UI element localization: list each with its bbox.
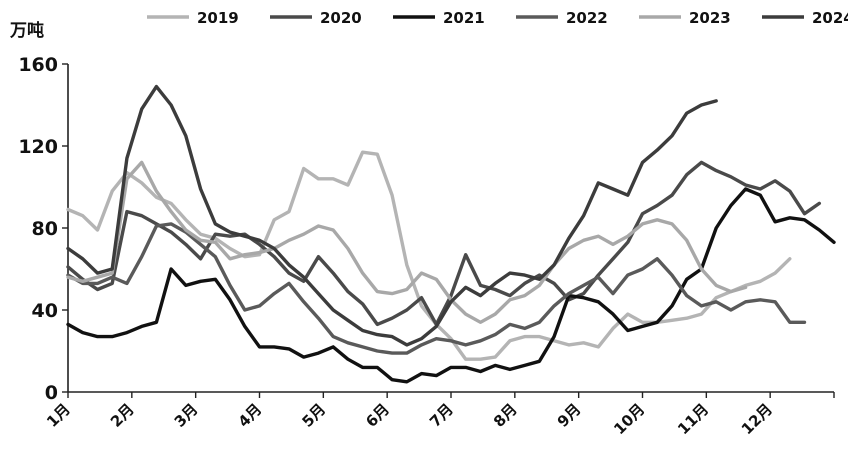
x-tick-label: 3月 [171, 400, 202, 431]
x-tick-label: 11月 [674, 400, 712, 438]
legend-label: 2020 [320, 9, 362, 27]
series-line-2020 [66, 160, 821, 327]
x-tick-label: 7月 [426, 400, 457, 431]
legend-label: 2024 [812, 9, 848, 27]
legend-item-2021: 2021 [393, 9, 485, 27]
y-tick-label: 0 [45, 382, 58, 404]
y-axis-unit-label: 万吨 [9, 20, 44, 41]
legend-label: 2022 [566, 9, 608, 27]
legend-label: 2023 [689, 9, 731, 27]
series-line-2024 [66, 84, 718, 347]
x-tick-label: 12月 [738, 400, 776, 438]
y-tick-label: 160 [18, 54, 58, 76]
y-tick-label: 80 [32, 218, 58, 240]
legend-item-2024: 2024 [762, 9, 848, 27]
y-tick-label: 40 [32, 300, 58, 322]
series-line-2023 [66, 160, 748, 324]
legend-item-2022: 2022 [516, 9, 608, 27]
x-tick-label: 2月 [107, 400, 138, 431]
series-line-2019 [66, 150, 792, 361]
x-tick-label: 5月 [298, 400, 329, 431]
legend-label: 2021 [443, 9, 485, 27]
y-axis: 0 40 80 120 160 [18, 54, 69, 404]
legend: 2019 2020 2021 2022 2023 2024 [147, 9, 848, 27]
series-layer [66, 84, 836, 384]
series-line-2022 [66, 222, 807, 355]
legend-item-2020: 2020 [270, 9, 362, 27]
x-tick-label: 8月 [490, 400, 521, 431]
legend-item-2023: 2023 [639, 9, 731, 27]
legend-label: 2019 [197, 9, 239, 27]
y-tick-label: 120 [18, 136, 58, 158]
series-line-2021 [66, 187, 836, 384]
legend-item-2019: 2019 [147, 9, 239, 27]
x-axis: 1月 2月 3月 4月 5月 6月 7月 8月 9月 10月 11月 12月 [43, 391, 835, 438]
x-tick-label: 4月 [235, 400, 266, 431]
x-tick-label: 10月 [610, 400, 648, 438]
x-tick-label: 1月 [43, 400, 74, 431]
x-tick-label: 9月 [554, 400, 585, 431]
x-tick-label: 6月 [362, 400, 393, 431]
